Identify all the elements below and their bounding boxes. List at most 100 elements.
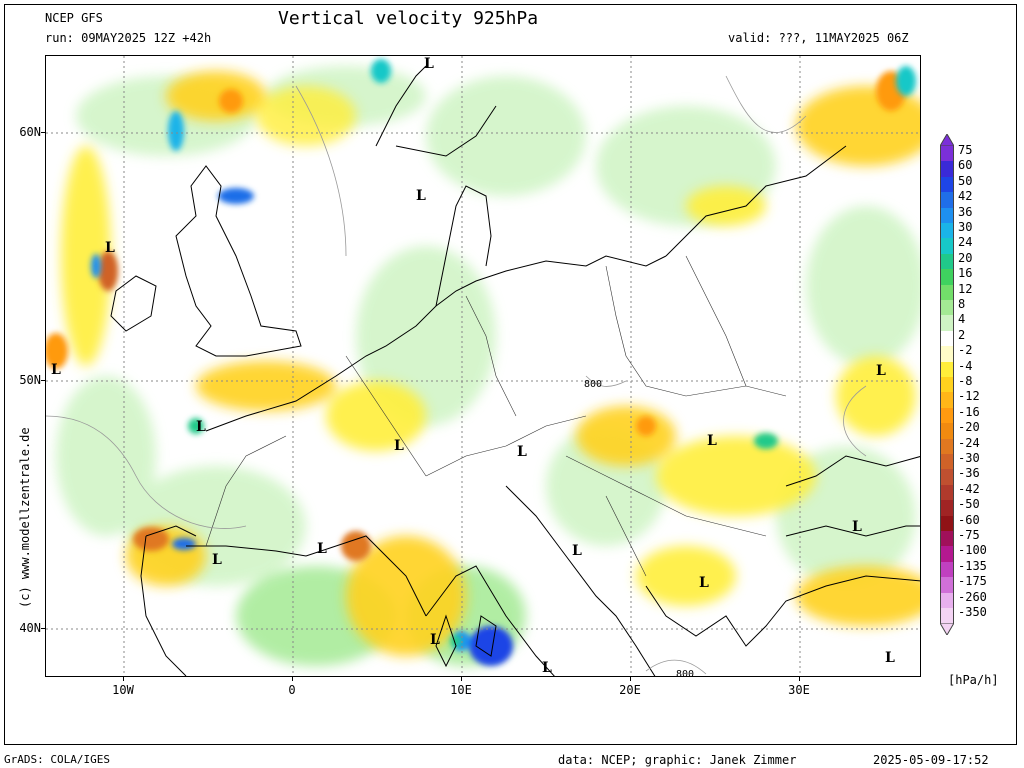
lon-label-30e: 30E — [788, 683, 810, 697]
country-borders — [205, 255, 787, 577]
legend-label: -20 — [958, 420, 980, 435]
low-pressure-marker: L — [105, 240, 115, 256]
low-pressure-marker: L — [707, 433, 717, 449]
low-pressure-marker: L — [542, 660, 552, 676]
legend-label: -175 — [958, 574, 987, 589]
legend-label: -42 — [958, 481, 980, 496]
legend-label: 20 — [958, 250, 973, 265]
legend-swatch — [940, 315, 954, 331]
graticule — [46, 56, 920, 676]
run-info: run: 09MAY2025 12Z +42h — [45, 31, 212, 45]
legend-swatch — [940, 361, 954, 377]
footer-credit: data: NCEP; graphic: Janek Zimmer — [558, 753, 797, 767]
strong-upward-cores — [91, 59, 916, 666]
low-pressure-marker: L — [517, 444, 527, 460]
legend-label: -2 — [958, 343, 973, 358]
legend-swatch — [940, 269, 954, 285]
model-name: NCEP GFS — [45, 11, 103, 25]
low-pressure-marker: L — [885, 650, 895, 666]
low-pressure-marker: L — [699, 575, 709, 591]
legend-label: 24 — [958, 235, 973, 250]
map-field-svg — [46, 56, 920, 676]
legend-label: -50 — [958, 497, 980, 512]
legend-label: -36 — [958, 466, 980, 481]
low-pressure-marker: L — [394, 438, 404, 454]
legend-swatch — [940, 146, 954, 162]
legend-swatch — [940, 561, 954, 578]
legend-swatch — [940, 500, 954, 516]
legend-label: -16 — [958, 404, 980, 419]
legend-swatch — [940, 238, 954, 254]
legend-swatch — [940, 484, 954, 501]
legend-swatch — [940, 608, 954, 624]
low-pressure-marker: L — [51, 362, 61, 378]
legend-label: -12 — [958, 389, 980, 404]
legend-swatch — [940, 392, 954, 408]
lon-tick — [123, 677, 124, 681]
downward-motion-areas — [61, 71, 920, 656]
legend-swatch — [940, 469, 954, 485]
low-pressure-marker: L — [424, 56, 434, 72]
lon-label-0: 0 — [288, 683, 296, 697]
footer-timestamp: 2025-05-09-17:52 — [873, 753, 989, 767]
legend-label: 60 — [958, 158, 973, 173]
legend-label: -135 — [958, 558, 987, 573]
legend-label: 12 — [958, 281, 973, 296]
legend-swatch — [940, 438, 954, 454]
legend-label: 36 — [958, 204, 973, 219]
legend-swatch — [940, 330, 954, 347]
legend-swatch — [940, 592, 954, 608]
valid-time: valid: ???, 11MAY2025 06Z — [728, 31, 909, 45]
footer-software: GrADS: COLA/IGES — [4, 753, 110, 766]
legend-swatch — [940, 346, 954, 362]
low-pressure-marker: L — [876, 363, 886, 379]
lat-tick — [41, 132, 45, 133]
lon-tick — [461, 677, 462, 681]
vertical-credit: (c) www.modellzentrale.de — [18, 427, 32, 608]
legend-label: -4 — [958, 358, 973, 373]
legend-swatch — [940, 300, 954, 316]
low-pressure-marker: L — [852, 519, 862, 535]
legend-label: -260 — [958, 589, 987, 604]
lon-label-10w: 10W — [112, 683, 134, 697]
low-pressure-marker: L — [416, 188, 426, 204]
legend-swatch — [940, 284, 954, 300]
legend-swatch — [940, 176, 954, 193]
legend-swatch — [940, 207, 954, 223]
legend-label: 42 — [958, 189, 973, 204]
lon-label-20e: 20E — [619, 683, 641, 697]
lat-tick — [41, 628, 45, 629]
low-pressure-marker: L — [196, 419, 206, 435]
legend-label: -100 — [958, 543, 987, 558]
low-pressure-marker: L — [572, 543, 582, 559]
legend-label: 2 — [958, 327, 966, 342]
legend-label: 50 — [958, 173, 973, 188]
legend-label: -24 — [958, 435, 980, 450]
legend-label: -8 — [958, 374, 973, 388]
legend-swatch — [940, 192, 954, 208]
legend-swatch — [940, 577, 954, 593]
legend-swatch — [940, 546, 954, 562]
lat-label-50n: 50N — [19, 373, 41, 387]
pressure-contours — [46, 75, 867, 675]
legend-swatch — [940, 531, 954, 547]
low-pressure-marker: L — [317, 541, 327, 557]
legend-swatch — [940, 253, 954, 270]
lat-label-60n: 60N — [19, 125, 41, 139]
lon-tick — [630, 677, 631, 681]
legend-top-arrow — [940, 134, 954, 146]
lat-tick — [41, 380, 45, 381]
lon-tick — [799, 677, 800, 681]
lat-label-40n: 40N — [19, 621, 41, 635]
legend-swatch — [940, 377, 954, 393]
legend-label: 75 — [958, 143, 973, 157]
legend-label: -75 — [958, 528, 980, 542]
weather-map: 800 800 L L L L L L L L L L L L L L L L … — [45, 55, 921, 677]
legend-swatch — [940, 423, 954, 439]
legend-swatch — [940, 515, 954, 531]
legend-swatch — [940, 161, 954, 177]
legend-label: -60 — [958, 512, 980, 527]
lon-label-10e: 10E — [450, 683, 472, 697]
legend-bottom-arrow — [940, 623, 954, 636]
coastlines — [110, 65, 920, 676]
